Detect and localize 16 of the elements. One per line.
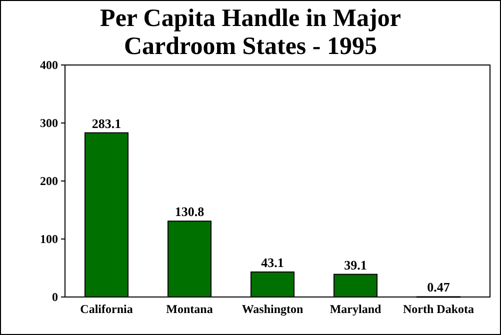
y-tick-label: 300 (40, 116, 58, 130)
data-label: 0.47 (427, 280, 450, 295)
x-tick-label: North Dakota (403, 302, 474, 316)
x-tick-label: Washington (242, 302, 304, 316)
data-label: 43.1 (261, 255, 284, 270)
x-tick-label: Montana (166, 302, 213, 316)
y-tick-label: 100 (40, 232, 58, 246)
x-tick-label: Maryland (330, 302, 382, 316)
x-tick-label: California (80, 302, 133, 316)
y-tick-label: 0 (52, 290, 58, 304)
chart-title: Per Capita Handle in Major Cardroom States - 1995 (100, 5, 401, 60)
y-tick-label: 400 (40, 58, 58, 72)
data-label: 283.1 (92, 116, 122, 131)
data-label: 130.8 (174, 204, 205, 220)
data-label: 39.1 (344, 257, 367, 272)
y-tick-label: 200 (40, 174, 58, 188)
